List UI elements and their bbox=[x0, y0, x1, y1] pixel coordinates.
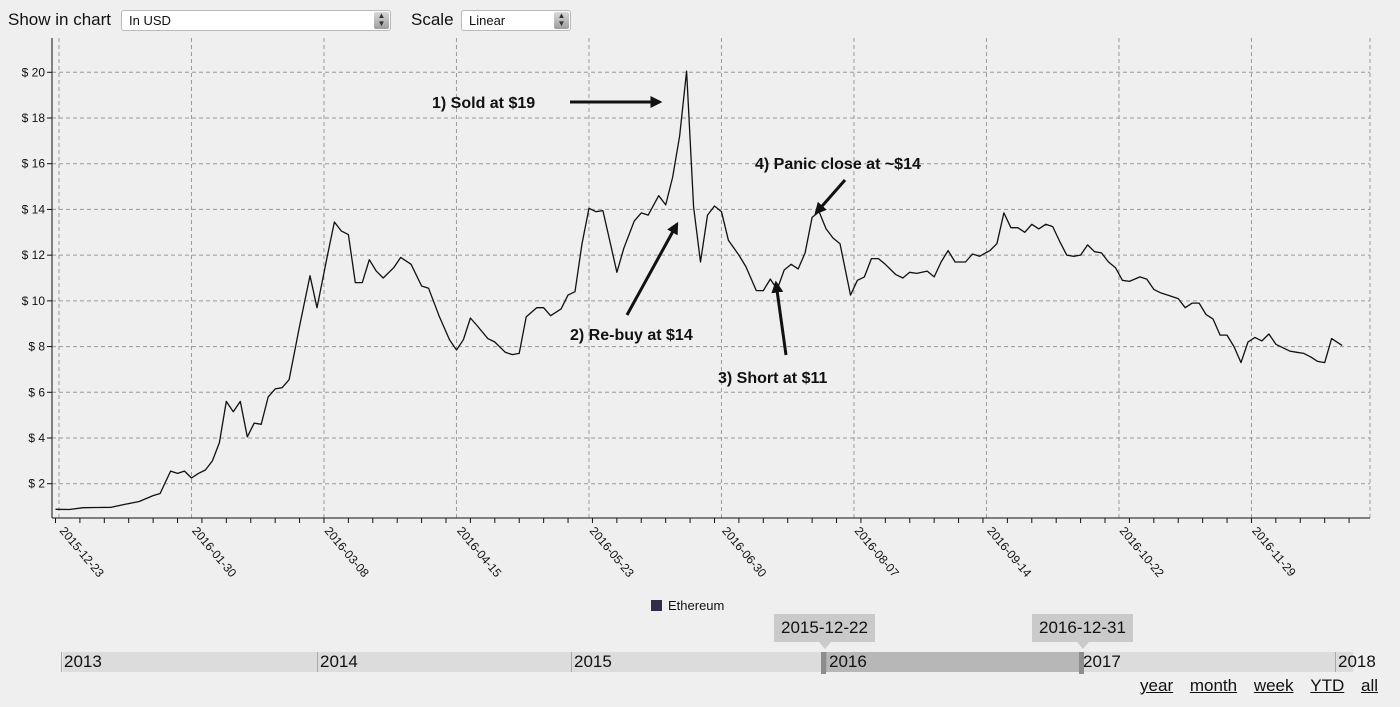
x-tick-label: 2015-12-23 bbox=[57, 524, 107, 580]
timeline-track[interactable] bbox=[63, 652, 1353, 672]
annotation-label: 3) Short at $11 bbox=[718, 370, 827, 387]
y-tick-label: $ 2 bbox=[28, 477, 45, 491]
series-line-ethereum bbox=[55, 70, 1343, 511]
annotation-arrow bbox=[771, 280, 788, 356]
y-tick-label: $ 8 bbox=[28, 340, 45, 354]
timeline-year: 2015 bbox=[571, 652, 612, 672]
range-link-month[interactable]: month bbox=[1189, 676, 1238, 695]
x-tick-label: 2016-08-07 bbox=[852, 524, 902, 580]
x-axis-ticks: 2015-12-23 2016-01-30 2016-03-08 2016-04-15… bbox=[57, 524, 1299, 580]
annotation-arrow bbox=[814, 179, 847, 215]
annotation-label: 2) Re-buy at $14 bbox=[570, 327, 693, 344]
chart-controls: Show in chart In USD ▲ ▼ Scale Linear ▲ ▼ bbox=[0, 0, 1400, 40]
x-tick-label: 2016-05-23 bbox=[587, 524, 637, 580]
y-tick-label: $ 14 bbox=[22, 202, 46, 216]
range-link-week[interactable]: week bbox=[1253, 676, 1294, 695]
x-tick-label: 2016-03-08 bbox=[322, 524, 372, 580]
timeline-year: 2013 bbox=[61, 652, 102, 672]
show-in-chart-value: In USD bbox=[129, 13, 171, 28]
x-tick-label: 2016-10-22 bbox=[1117, 524, 1167, 580]
legend-swatch bbox=[651, 600, 662, 611]
annotation-label: 1) Sold at $19 bbox=[432, 95, 535, 112]
timeline-navigator[interactable]: 2013 2014 2015 2016 2017 2018 bbox=[60, 651, 1380, 673]
range-start-handle[interactable] bbox=[821, 652, 826, 674]
show-in-chart-select[interactable]: In USD ▲ ▼ bbox=[121, 10, 391, 31]
legend-label: Ethereum bbox=[668, 598, 725, 613]
chart-axes bbox=[51, 38, 1370, 523]
y-tick-label: $ 4 bbox=[28, 431, 45, 445]
select-arrows-icon: ▲ ▼ bbox=[374, 12, 389, 29]
range-links: year month week YTD all bbox=[1128, 676, 1378, 696]
x-tick-label: 2016-01-30 bbox=[189, 524, 239, 580]
annotations-layer: 1) Sold at $19 2) Re-buy at $14 3) Short a… bbox=[432, 95, 921, 387]
timeline-year: 2018 bbox=[1335, 652, 1376, 672]
scale-label: Scale bbox=[411, 10, 454, 29]
chart-grid bbox=[52, 38, 1371, 518]
range-link-ytd[interactable]: YTD bbox=[1310, 676, 1345, 695]
x-tick-label: 2016-09-14 bbox=[984, 524, 1034, 580]
range-end-handle[interactable] bbox=[1079, 652, 1084, 674]
price-chart: $ 2 $ 4 $ 6 $ 8 $ 10 $ 12 $ 14 $ 16 $ 18 $ 20 201… bbox=[22, 38, 1371, 580]
timeline-year: 2014 bbox=[317, 652, 358, 672]
timeline-year: 2017 bbox=[1080, 652, 1121, 672]
timeline-selection[interactable] bbox=[822, 652, 1081, 672]
range-start-label: 2015-12-22 bbox=[774, 614, 875, 649]
range-link-year[interactable]: year bbox=[1140, 676, 1174, 695]
show-in-chart-label: Show in chart bbox=[8, 10, 111, 29]
x-tick-label: 2016-11-29 bbox=[1249, 524, 1299, 580]
timeline-year: 2016 bbox=[826, 652, 867, 672]
y-axis-ticks: $ 2 $ 4 $ 6 $ 8 $ 10 $ 12 $ 14 $ 16 $ 18 $ 20 bbox=[22, 65, 52, 491]
x-tick-label: 2016-06-30 bbox=[719, 524, 769, 580]
y-tick-label: $ 12 bbox=[22, 248, 46, 262]
range-end-label: 2016-12-31 bbox=[1032, 614, 1133, 649]
y-tick-label: $ 16 bbox=[22, 157, 46, 171]
scale-value: Linear bbox=[469, 13, 506, 28]
y-tick-label: $ 18 bbox=[22, 111, 46, 125]
y-tick-label: $ 10 bbox=[22, 294, 46, 308]
y-tick-label: $ 6 bbox=[28, 385, 45, 399]
x-tick-label: 2016-04-15 bbox=[454, 524, 504, 580]
series-layer bbox=[55, 70, 1343, 511]
select-arrows-icon: ▲ ▼ bbox=[554, 12, 569, 29]
annotation-arrow bbox=[625, 221, 679, 316]
y-tick-label: $ 20 bbox=[22, 65, 46, 79]
annotation-label: 4) Panic close at ~$14 bbox=[755, 156, 921, 173]
legend[interactable]: Ethereum bbox=[651, 598, 724, 613]
range-link-all[interactable]: all bbox=[1360, 676, 1378, 695]
scale-select[interactable]: Linear ▲ ▼ bbox=[461, 10, 571, 31]
